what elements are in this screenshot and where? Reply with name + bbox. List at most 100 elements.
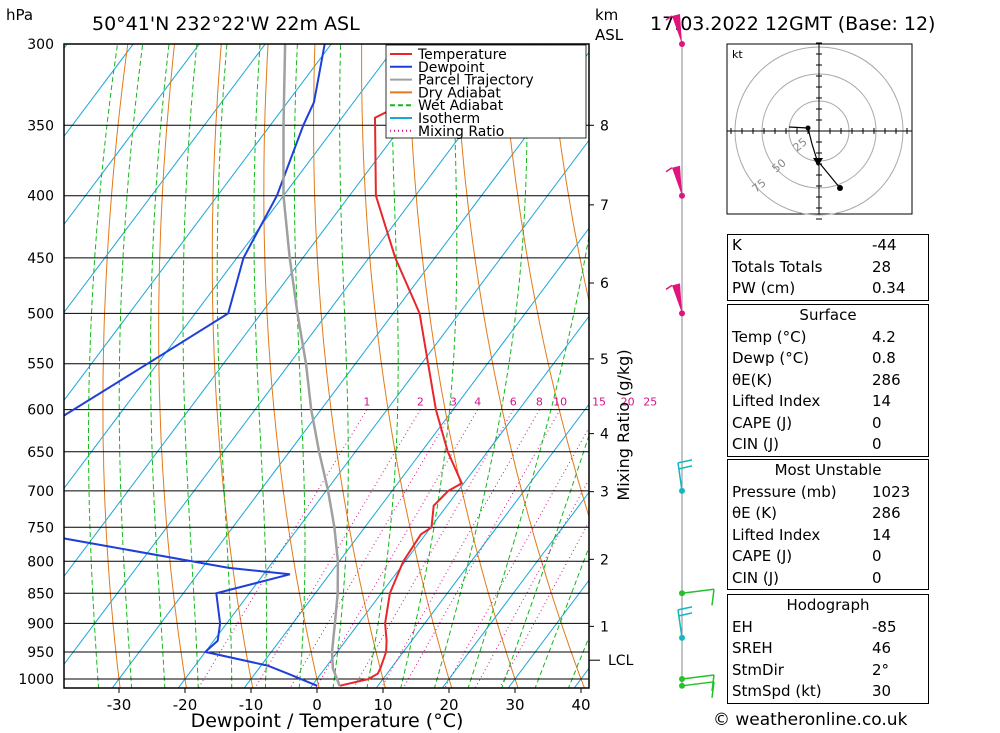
surface-title: Surface [799,306,857,324]
mixing-ratio-tick-label: 20 [621,396,635,409]
mu-pressure-label: Pressure (mb) [732,482,837,501]
x-axis-label: Dewpoint / Temperature (°C) [191,710,464,732]
legend-label: Isotherm [418,111,480,127]
x-tick-label: 20 [439,696,458,714]
x-tick-label: -20 [173,696,198,714]
temperature-axis: -30 -20 -10 0 10 20 30 40 [107,688,591,714]
asl-label: ASL [595,26,624,44]
legend-label: Dry Adiabat [418,85,501,101]
wind-barb-tick [678,612,693,617]
mu-li-value: 14 [872,525,892,544]
isotherm-line [243,227,589,688]
x-tick-label: -30 [107,696,132,714]
temperature-line [339,44,464,687]
storm-motion-marker [813,158,823,166]
sreh-value: 46 [872,639,892,657]
dry-adiabat-line [986,0,1000,705]
k-label: K [732,236,742,254]
wind-barb [681,674,715,680]
mixing-ratio-line [315,409,479,688]
wind-barb-tick [678,465,693,470]
pressure-axis: 300 350 400 450 500 550 600 650 700 750 800 850 900 9… [18,37,54,688]
pressure-tick-label: 550 [27,357,54,373]
pressure-tick-label: 1000 [18,672,54,688]
mixing-ratio-labels: 1 2 3 4 6 8 10 15 20 25 [363,396,657,409]
wind-barb [677,462,683,491]
surface-theta-row: θE(K) 286 [728,370,928,392]
surface-cape-row: CAPE (J) 0 [728,413,928,435]
pressure-tick-label: 650 [27,445,54,461]
legend-box [385,44,587,139]
isotherm-line [309,315,589,688]
surface-theta-value: 286 [872,370,901,389]
surface-cape-value: 0 [872,413,882,432]
wind-barb-tick [677,606,693,611]
k-value: -44 [872,236,897,254]
surface-table: Surface Temp (°C) 4.2 Dewp (°C) 0.8 θE(K) 2… [727,304,929,457]
wind-barb [681,588,715,595]
eh-row: EH -85 [728,617,928,639]
k-row: K -44 [728,235,928,257]
legend-label: Temperature [417,47,507,63]
km-tick-label: 5 [600,352,609,368]
sreh-label: SREH [732,639,773,657]
x-tick-label: 30 [505,696,524,714]
isotherm-line [64,44,398,490]
eh-label: EH [732,617,753,636]
parcel-trajectory-line [282,44,341,687]
isotherm-line [64,44,68,50]
surface-cin-value: 0 [872,435,882,453]
pressure-tick-label: 700 [27,484,54,500]
wet-adiabat-line [332,44,349,688]
legend-label: Dewpoint [418,60,485,76]
isotherm-line [441,491,589,688]
surface-li-label: Lifted Index [732,392,821,410]
wet-adiabat-line [366,44,399,688]
tt-value: 28 [872,257,892,276]
pressure-tick-label: 850 [27,586,54,602]
datetime-title: 17.03.2022 12GMT (Base: 12) [650,13,935,35]
mu-pressure-value: 1023 [872,482,911,501]
mu-cape-value: 0 [872,547,882,565]
surface-cin-label: CIN (J) [732,435,780,453]
wet-adiabat-line [534,546,589,688]
mu-cin-value: 0 [872,568,882,587]
surface-dewp-row: Dewp (°C) 0.8 [728,348,928,370]
surface-li-value: 14 [872,392,892,410]
mixing-ratio-line [289,409,454,688]
isotherm-line [64,44,332,402]
mixing-ratio-tick-label: 4 [474,396,481,409]
copyright-link[interactable]: © weatheronline.co.uk [713,710,908,730]
wind-barb [681,681,715,687]
legend-label: Mixing Ratio [418,124,504,140]
isotherm-line [375,403,589,688]
surface-theta-label: θE(K) [732,370,773,389]
surface-cape-label: CAPE (J) [732,413,793,432]
wind-barb [677,609,683,638]
isotherm-line [64,44,134,138]
mixing-ratio-line [254,409,421,688]
pressure-tick-label: 350 [27,118,54,134]
dry-adiabat-line [313,44,386,688]
dewpoint-line [64,44,326,687]
location-title: 50°41'N 232°22'W 22m ASL [92,13,360,35]
surface-temp-label: Temp (°C) [732,327,807,346]
wet-adiabat-line [88,44,119,688]
tt-label: Totals Totals [732,257,823,276]
pressure-tick-label: 900 [27,616,54,632]
legend-label: Parcel Trajectory [418,73,534,89]
km-tick-label: 7 [600,198,609,214]
wind-barb-tick [665,15,673,21]
isotherm-line [64,44,200,226]
hodograph-unit-label: kt [732,48,743,61]
hodograph-point [805,125,811,131]
mixing-ratio-line [444,426,589,688]
pressure-tick-label: 950 [27,645,54,661]
stmspd-label: StmSpd (kt) [732,682,822,700]
eh-value: -85 [872,617,897,636]
mu-li-label: Lifted Index [732,525,821,544]
pressure-tick-label: 600 [27,403,54,419]
wind-barb-tick [711,589,715,606]
hodograph-point [837,185,843,191]
